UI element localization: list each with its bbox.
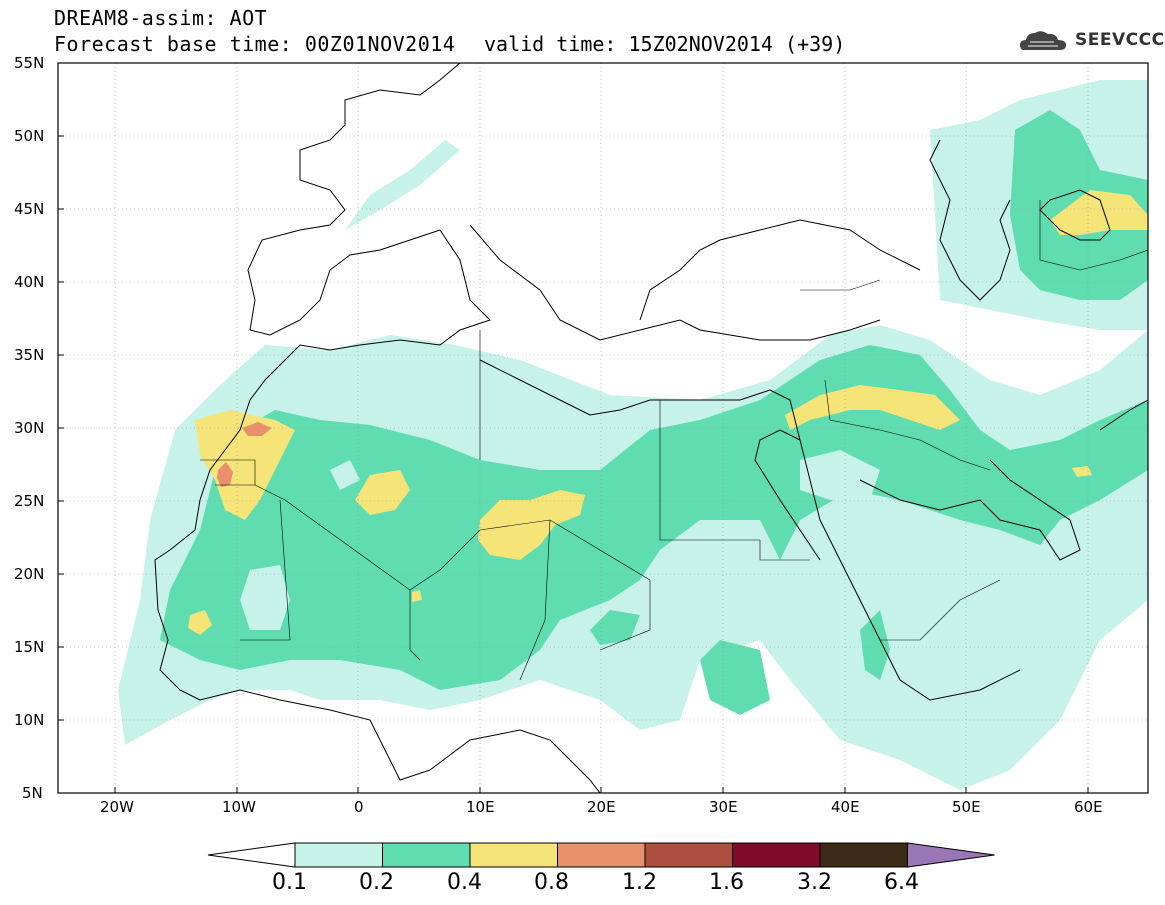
legend-swatch-above-6-4 [907,842,995,868]
logo-text: SEEVCCC [1075,30,1165,50]
lon-label-20w: 20W [100,798,134,816]
legend-swatch-below-0-1 [207,842,296,868]
lat-label-20n: 20N [14,565,45,583]
lat-label-5n: 5N [22,784,43,802]
legend-swatch-7 [819,842,908,868]
cloud-logo-icon [1020,31,1066,50]
legend-swatch-2 [382,842,471,868]
forecast-base-time: Forecast base time: 00Z01NOV2014 [54,32,456,56]
legend-label-0-1: 0.1 [272,870,307,895]
lat-label-55n: 55N [14,54,45,72]
coastlines [154,63,1148,793]
legend-label-1-2: 1.2 [622,870,657,895]
lon-label-20e: 20E [587,798,616,816]
legend-swatch-6 [732,842,821,868]
lat-label-45n: 45N [14,200,45,218]
lon-label-10w: 10W [222,798,256,816]
country-borders [200,200,1148,681]
axis-ticks [58,62,1089,794]
lon-label-40e: 40E [831,798,860,816]
legend-swatch-4 [557,842,646,868]
legend-label-0-2: 0.2 [359,870,394,895]
aot-contour-0-4 [188,190,1148,635]
legend-label-6-4: 6.4 [884,870,919,895]
lat-label-25n: 25N [14,492,45,510]
legend-label-1-6: 1.6 [709,870,744,895]
legend-label-0-8: 0.8 [534,870,569,895]
map-title: DREAM8-assim: AOT [54,6,268,30]
lat-label-30n: 30N [14,419,45,437]
lat-label-35n: 35N [14,346,45,364]
lat-label-40n: 40N [14,273,45,291]
lon-label-10e: 10E [466,798,495,816]
lat-label-50n: 50N [14,127,45,145]
legend-swatch-1 [294,842,383,868]
lon-label-50e: 50E [952,798,981,816]
lon-label-60e: 60E [1074,798,1103,816]
lon-label-30e: 30E [709,798,738,816]
valid-time: valid time: 15Z02NOV2014 (+39) [484,32,846,56]
aot-gaps [240,450,880,630]
lat-label-15n: 15N [14,638,45,656]
aot-contour-0-8 [217,422,272,487]
legend-swatch-3 [469,842,558,868]
legend-swatch-5 [644,842,733,868]
lon-label-0: 0 [354,798,364,816]
legend-label-0-4: 0.4 [447,870,482,895]
lat-label-10n: 10N [14,711,45,729]
legend-label-3-2: 3.2 [797,870,832,895]
